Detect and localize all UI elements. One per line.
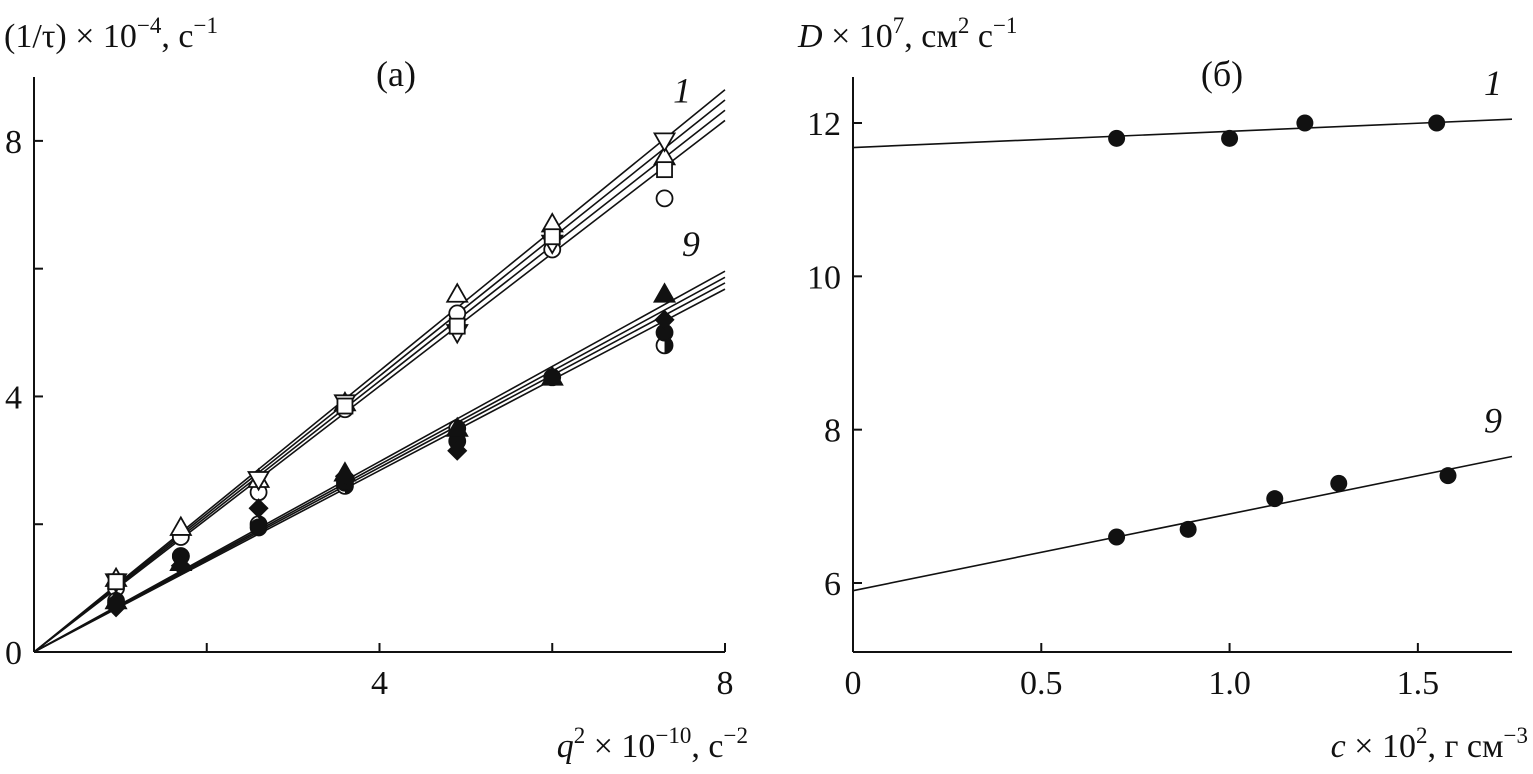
fit-line: [33, 109, 726, 653]
point-triangle-down-open: [247, 471, 271, 492]
point-series-9: [1439, 467, 1457, 485]
y-tick-label: 0: [5, 635, 22, 672]
y-tick-label: 6: [824, 566, 841, 603]
panel-b-label: (б): [1201, 54, 1243, 94]
fit-line: [33, 99, 726, 653]
point-circle-half-fill: [664, 337, 673, 354]
panel-b: D × 107, см2 с−1 (б) c × 102, г см−3 0 0.…: [797, 13, 1528, 765]
point-square-open: [656, 161, 673, 179]
panel-a-data-points: [104, 132, 677, 618]
fit-line: [33, 288, 726, 653]
panel-a-y-axis-title: (1/τ) × 10−4, с−1: [4, 13, 218, 55]
y-tick-label: 12: [807, 106, 841, 143]
series-label-9: 9: [1484, 401, 1502, 441]
panel-a: (1/τ) × 10−4, с−1 (а) q2 × 10−10, с−2 4 8…: [4, 13, 748, 765]
x-tick-label: 0.5: [1020, 665, 1063, 702]
point-square-open: [543, 228, 561, 246]
panel-b-x-axis-title: c × 102, г см−3: [1331, 723, 1528, 765]
panel-b-data-points: [1108, 114, 1457, 546]
panel-a-x-axis-title: q2 × 10−10, с−2: [557, 723, 748, 765]
point-diamond-filled: [654, 309, 675, 330]
point-triangle-filled: [445, 416, 469, 437]
point-square-open: [336, 397, 354, 415]
point-series-1: [1221, 129, 1239, 147]
y-tick-label: 8: [824, 413, 841, 450]
point-triangle-down-open: [652, 132, 677, 153]
panel-a-fit-lines: [33, 89, 726, 653]
point-diamond-filled: [105, 597, 127, 618]
panel-b-ticks: 0 0.5 1.0 1.5 6 8 10 12: [807, 106, 1439, 702]
x-tick-label: 0: [845, 665, 862, 702]
point-series-9: [1108, 528, 1126, 546]
point-series-9: [1266, 490, 1284, 508]
panel-a-series-labels: 19: [673, 71, 700, 264]
point-series-1: [1108, 129, 1126, 147]
point-triangle-open: [445, 282, 469, 303]
y-tick-label: 10: [807, 259, 841, 296]
x-tick-label: 1.0: [1208, 665, 1251, 702]
series-label: 9: [682, 224, 700, 264]
point-square-open: [107, 573, 125, 591]
series-label: 1: [673, 71, 691, 111]
panel-a-label: (а): [376, 54, 416, 94]
point-triangle-open: [169, 515, 193, 536]
series-label-1: 1: [1484, 63, 1502, 103]
fit-line: [33, 270, 726, 653]
panel-b-fit-lines: [852, 118, 1513, 592]
point-circle-open: [655, 189, 674, 208]
point-series-9: [1330, 474, 1348, 492]
point-circle-filled: [249, 518, 268, 537]
point-diamond-filled: [170, 555, 191, 576]
fit-line: [33, 119, 726, 653]
point-diamond-filled: [447, 440, 468, 461]
y-tick-label: 8: [5, 124, 22, 161]
y-tick-label: 4: [5, 379, 22, 416]
x-tick-label: 4: [371, 665, 388, 702]
panel-a-ticks: 4 8 0 4 8: [5, 124, 734, 702]
point-series-9: [1179, 520, 1197, 538]
x-tick-label: 1.5: [1397, 665, 1440, 702]
fit-line-1: [852, 118, 1513, 149]
point-square-open: [448, 317, 466, 335]
x-tick-label: 8: [717, 665, 734, 702]
fit-line: [33, 276, 726, 653]
point-series-1: [1296, 114, 1314, 132]
panel-b-series-labels: 19: [1484, 63, 1502, 440]
point-triangle-filled: [540, 365, 564, 386]
fit-line: [33, 282, 726, 653]
point-triangle-filled: [652, 282, 677, 303]
point-diamond-filled: [334, 466, 356, 487]
point-series-1: [1428, 114, 1446, 132]
fit-line: [33, 89, 726, 653]
panel-b-y-axis-title: D × 107, см2 с−1: [797, 13, 1017, 55]
point-diamond-filled: [248, 498, 269, 519]
